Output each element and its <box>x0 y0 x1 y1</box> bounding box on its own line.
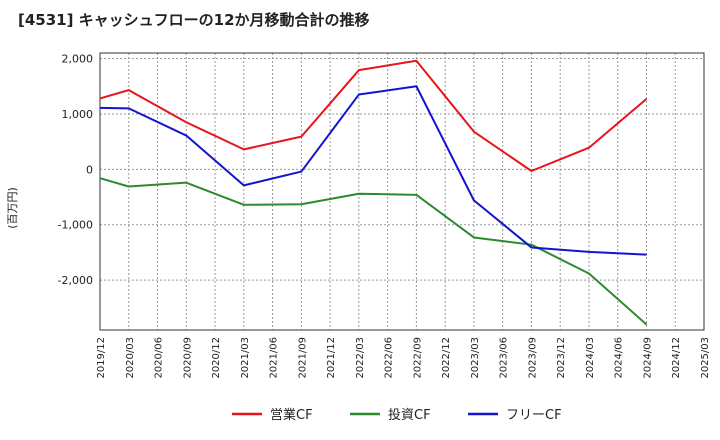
y-tick-label: 1,000 <box>62 108 94 121</box>
data-point <box>645 98 647 100</box>
x-tick-label: 2020/09 <box>182 337 193 379</box>
y-tick-label: 0 <box>86 163 93 176</box>
data-point <box>358 94 360 96</box>
x-tick-label: 2024/09 <box>642 337 653 379</box>
x-tick-label: 2022/12 <box>441 337 452 379</box>
data-point <box>300 203 302 205</box>
x-tick-label: 2021/09 <box>297 337 308 379</box>
data-point <box>128 89 130 91</box>
data-point <box>473 131 475 133</box>
data-point <box>358 193 360 195</box>
y-tick-label: -2,000 <box>58 274 93 287</box>
data-point <box>645 254 647 256</box>
data-point <box>185 121 187 123</box>
x-tick-label: 2021/12 <box>326 337 337 379</box>
data-point <box>415 60 417 62</box>
x-tick-label: 2019/12 <box>96 337 107 379</box>
series-lines <box>99 59 648 326</box>
data-point <box>128 186 130 188</box>
data-point <box>128 107 130 109</box>
data-point <box>588 251 590 253</box>
data-point <box>645 323 647 325</box>
data-point <box>530 244 532 246</box>
x-tick-label: 2023/03 <box>470 337 481 379</box>
x-tick-label: 2020/06 <box>154 337 165 379</box>
series-line-営業CF <box>99 59 648 173</box>
x-tick-label: 2024/12 <box>671 337 682 379</box>
data-point <box>530 170 532 172</box>
legend-label: 投資CF <box>388 407 431 423</box>
data-point <box>243 204 245 206</box>
grid-lines <box>99 53 705 330</box>
y-ticks: 2,000 1,000 0 -1,000 -2,000 <box>58 53 93 288</box>
data-point <box>185 135 187 137</box>
x-ticks: 2019/12 2020/03 2020/06 2020/09 2020/12 2021/… <box>96 337 711 379</box>
data-point <box>300 136 302 138</box>
x-tick-label: 2024/03 <box>585 337 596 379</box>
series-line-投資CF <box>99 177 648 326</box>
x-tick-label: 2020/03 <box>125 337 136 379</box>
y-tick-label: 2,000 <box>62 53 94 66</box>
x-tick-label: 2025/03 <box>700 337 711 379</box>
x-tick-label: 2023/06 <box>499 337 510 379</box>
data-point <box>243 148 245 150</box>
data-point <box>243 184 245 186</box>
legend-label: 営業CF <box>270 407 313 423</box>
data-point <box>473 199 475 201</box>
legend: 営業CF 投資CF フリーCF <box>232 407 562 423</box>
data-point <box>185 182 187 184</box>
chart-title: [4531] キャッシュフローの12か月移動合計の推移 <box>18 11 370 29</box>
plot-border <box>99 52 705 331</box>
x-tick-label: 2022/06 <box>384 337 395 379</box>
x-tick-label: 2023/12 <box>556 337 567 379</box>
data-point <box>358 69 360 71</box>
x-tick-label: 2022/03 <box>355 337 366 379</box>
y-tick-label: -1,000 <box>58 219 93 232</box>
legend-label: フリーCF <box>506 408 562 423</box>
data-point <box>530 246 532 248</box>
data-point <box>415 85 417 87</box>
data-point <box>588 272 590 274</box>
x-tick-label: 2021/06 <box>269 337 280 379</box>
data-point <box>99 97 101 99</box>
data-point <box>415 194 417 196</box>
data-point <box>473 236 475 238</box>
data-point <box>99 107 101 109</box>
data-point <box>588 147 590 149</box>
x-tick-label: 2024/06 <box>614 337 625 379</box>
data-point <box>99 177 101 179</box>
axes <box>99 52 705 331</box>
x-tick-label: 2022/09 <box>412 337 423 379</box>
data-point <box>300 171 302 173</box>
series-line-フリーCF <box>99 85 647 256</box>
x-tick-label: 2023/09 <box>527 337 538 379</box>
x-tick-label: 2021/03 <box>240 337 251 379</box>
x-tick-label: 2020/12 <box>211 337 222 379</box>
